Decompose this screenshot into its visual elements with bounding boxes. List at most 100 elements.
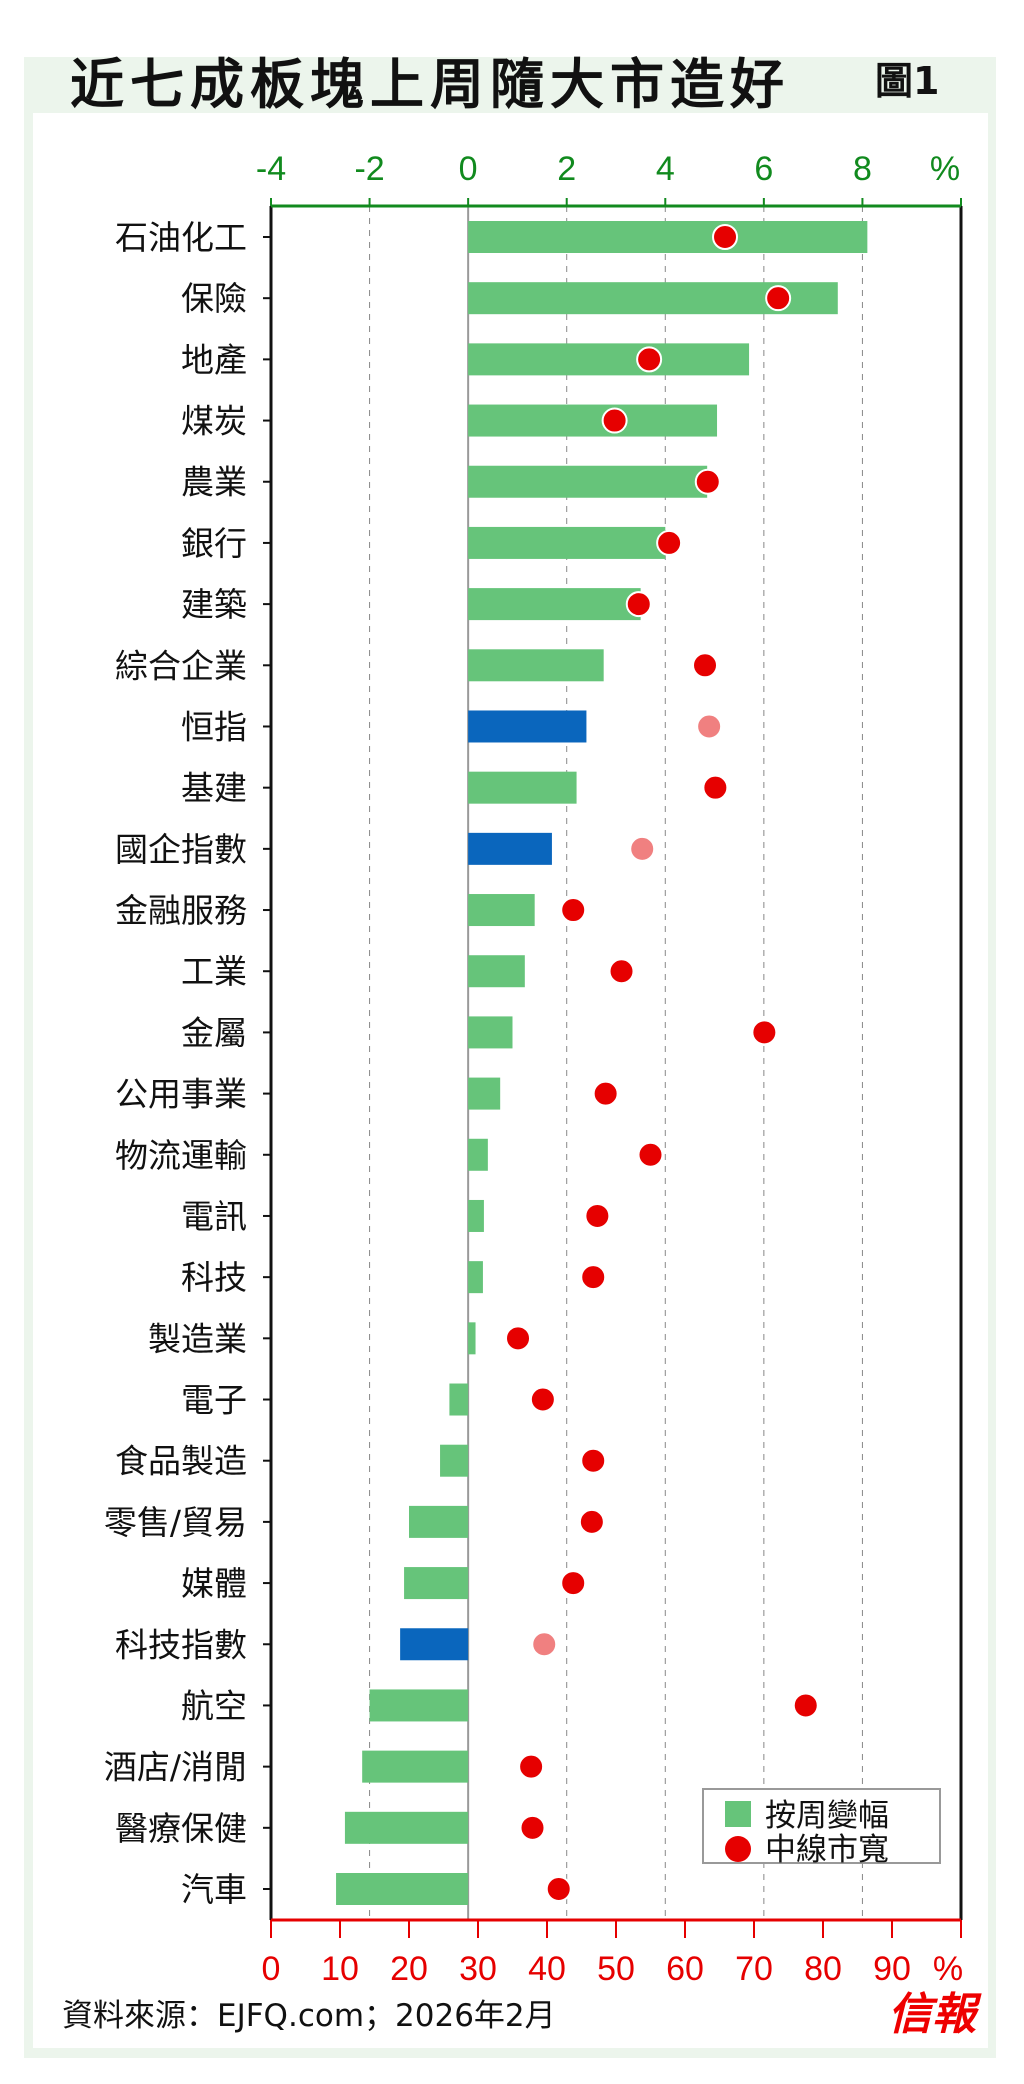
market-breadth-dot bbox=[580, 1264, 607, 1291]
bottom-axis-unit: % bbox=[933, 1950, 963, 1988]
weekly-change-bar bbox=[362, 1750, 469, 1783]
weekly-change-bar bbox=[468, 588, 641, 621]
market-breadth-dot bbox=[692, 652, 719, 679]
top-tick-label: -2 bbox=[354, 150, 384, 188]
market-breadth-dot bbox=[505, 1325, 532, 1352]
bottom-tick-label: 30 bbox=[459, 1950, 497, 1988]
bottom-tick-label: 90 bbox=[873, 1950, 911, 1988]
market-breadth-dot bbox=[560, 1570, 587, 1597]
market-breadth-dot bbox=[608, 958, 635, 985]
category-label: 航空 bbox=[181, 1686, 247, 1725]
bottom-tick-label: 80 bbox=[804, 1950, 842, 1988]
market-breadth-dot bbox=[636, 346, 663, 373]
category-label: 農業 bbox=[181, 463, 247, 502]
market-breadth-dot bbox=[751, 1019, 778, 1046]
weekly-change-bar bbox=[344, 1811, 469, 1844]
category-label: 金融服務 bbox=[115, 891, 247, 930]
market-breadth-dot bbox=[702, 774, 729, 801]
weekly-change-bar bbox=[409, 1505, 469, 1538]
weekly-change-bar bbox=[468, 1138, 488, 1171]
weekly-change-bar bbox=[400, 1628, 469, 1661]
market-breadth-dot bbox=[560, 897, 587, 924]
top-tick-label: 2 bbox=[557, 150, 576, 188]
weekly-change-bar bbox=[468, 955, 525, 988]
bottom-tick-label: 40 bbox=[528, 1950, 566, 1988]
weekly-change-bar bbox=[468, 771, 577, 804]
weekly-change-bar bbox=[404, 1567, 469, 1600]
category-label: 製造業 bbox=[148, 1319, 247, 1358]
category-label: 國企指數 bbox=[115, 830, 247, 869]
top-tick-label: 8 bbox=[853, 150, 872, 188]
weekly-change-bar bbox=[468, 343, 750, 376]
chart-title: 近七成板塊上周隨大市造好 bbox=[70, 53, 790, 116]
category-label: 基建 bbox=[181, 769, 247, 808]
category-label: 地產 bbox=[181, 340, 247, 379]
category-label: 公用事業 bbox=[115, 1075, 247, 1114]
weekly-change-bar bbox=[468, 1077, 501, 1110]
market-breadth-dot bbox=[578, 1508, 605, 1535]
category-label: 恒指 bbox=[181, 707, 247, 746]
market-breadth-dot bbox=[656, 529, 683, 556]
legend-bar-swatch bbox=[725, 1801, 751, 1827]
category-label: 保險 bbox=[181, 279, 247, 318]
legend-label-market-breadth: 中線市寬 bbox=[765, 1832, 889, 1868]
weekly-change-bar bbox=[468, 1199, 484, 1232]
category-label: 醫療保健 bbox=[115, 1809, 247, 1848]
top-tick-label: 6 bbox=[754, 150, 773, 188]
category-label: 汽車 bbox=[181, 1870, 247, 1909]
market-breadth-dot bbox=[765, 285, 792, 312]
category-label: 電子 bbox=[181, 1381, 247, 1420]
top-tick-label: 0 bbox=[459, 150, 478, 188]
market-breadth-dot bbox=[518, 1753, 545, 1780]
source-note: 資料來源：EJFQ.com；2026年2月 bbox=[62, 1998, 556, 2034]
market-breadth-dot bbox=[625, 591, 652, 618]
bottom-tick-label: 60 bbox=[666, 1950, 704, 1988]
top-tick-label: 4 bbox=[656, 150, 675, 188]
weekly-change-bar bbox=[468, 894, 535, 927]
weekly-change-bar bbox=[336, 1873, 469, 1905]
market-breadth-dot bbox=[712, 224, 739, 250]
bottom-tick-label: 10 bbox=[321, 1950, 359, 1988]
category-label: 物流運輸 bbox=[115, 1136, 247, 1175]
market-breadth-dot bbox=[694, 468, 721, 495]
bottom-tick-label: 20 bbox=[390, 1950, 428, 1988]
category-label: 酒店/消閒 bbox=[104, 1748, 247, 1787]
category-label: 電訊 bbox=[181, 1197, 247, 1236]
category-label: 媒體 bbox=[181, 1564, 247, 1603]
category-label: 石油化工 bbox=[115, 218, 247, 257]
legend-dot-swatch bbox=[725, 1836, 751, 1862]
market-breadth-dot bbox=[792, 1692, 819, 1719]
market-breadth-dot bbox=[580, 1447, 607, 1474]
category-label: 煤炭 bbox=[181, 402, 247, 441]
category-label: 銀行 bbox=[181, 524, 247, 563]
weekly-change-bar bbox=[468, 221, 868, 253]
market-breadth-dot bbox=[529, 1386, 556, 1413]
legend-label-weekly-change: 按周變幅 bbox=[765, 1798, 889, 1834]
figure-label: 圖1 bbox=[875, 59, 940, 103]
weekly-change-bar bbox=[369, 1689, 469, 1722]
top-tick-label: -4 bbox=[256, 150, 286, 188]
market-breadth-dot bbox=[519, 1814, 546, 1841]
weekly-change-bar bbox=[468, 1016, 513, 1049]
category-label: 金屬 bbox=[181, 1013, 247, 1052]
market-breadth-dot bbox=[545, 1876, 572, 1902]
bottom-tick-label: 70 bbox=[735, 1950, 773, 1988]
market-breadth-dot bbox=[696, 713, 723, 740]
market-breadth-dot bbox=[601, 407, 628, 434]
market-breadth-dot bbox=[629, 835, 656, 862]
weekly-change-bar bbox=[468, 526, 666, 559]
market-breadth-dot bbox=[592, 1080, 619, 1107]
category-label: 科技 bbox=[181, 1258, 247, 1297]
weekly-change-bar bbox=[440, 1444, 469, 1477]
weekly-change-bar bbox=[468, 404, 718, 437]
weekly-change-bar bbox=[468, 710, 587, 743]
category-label: 科技指數 bbox=[115, 1625, 247, 1664]
weekly-change-bar bbox=[468, 1261, 483, 1294]
category-label: 零售/貿易 bbox=[104, 1503, 247, 1542]
weekly-change-bar bbox=[449, 1383, 469, 1416]
category-label: 工業 bbox=[181, 952, 247, 991]
top-axis-unit: % bbox=[930, 150, 960, 188]
category-label: 食品製造 bbox=[115, 1442, 247, 1481]
weekly-change-bar bbox=[468, 832, 552, 865]
